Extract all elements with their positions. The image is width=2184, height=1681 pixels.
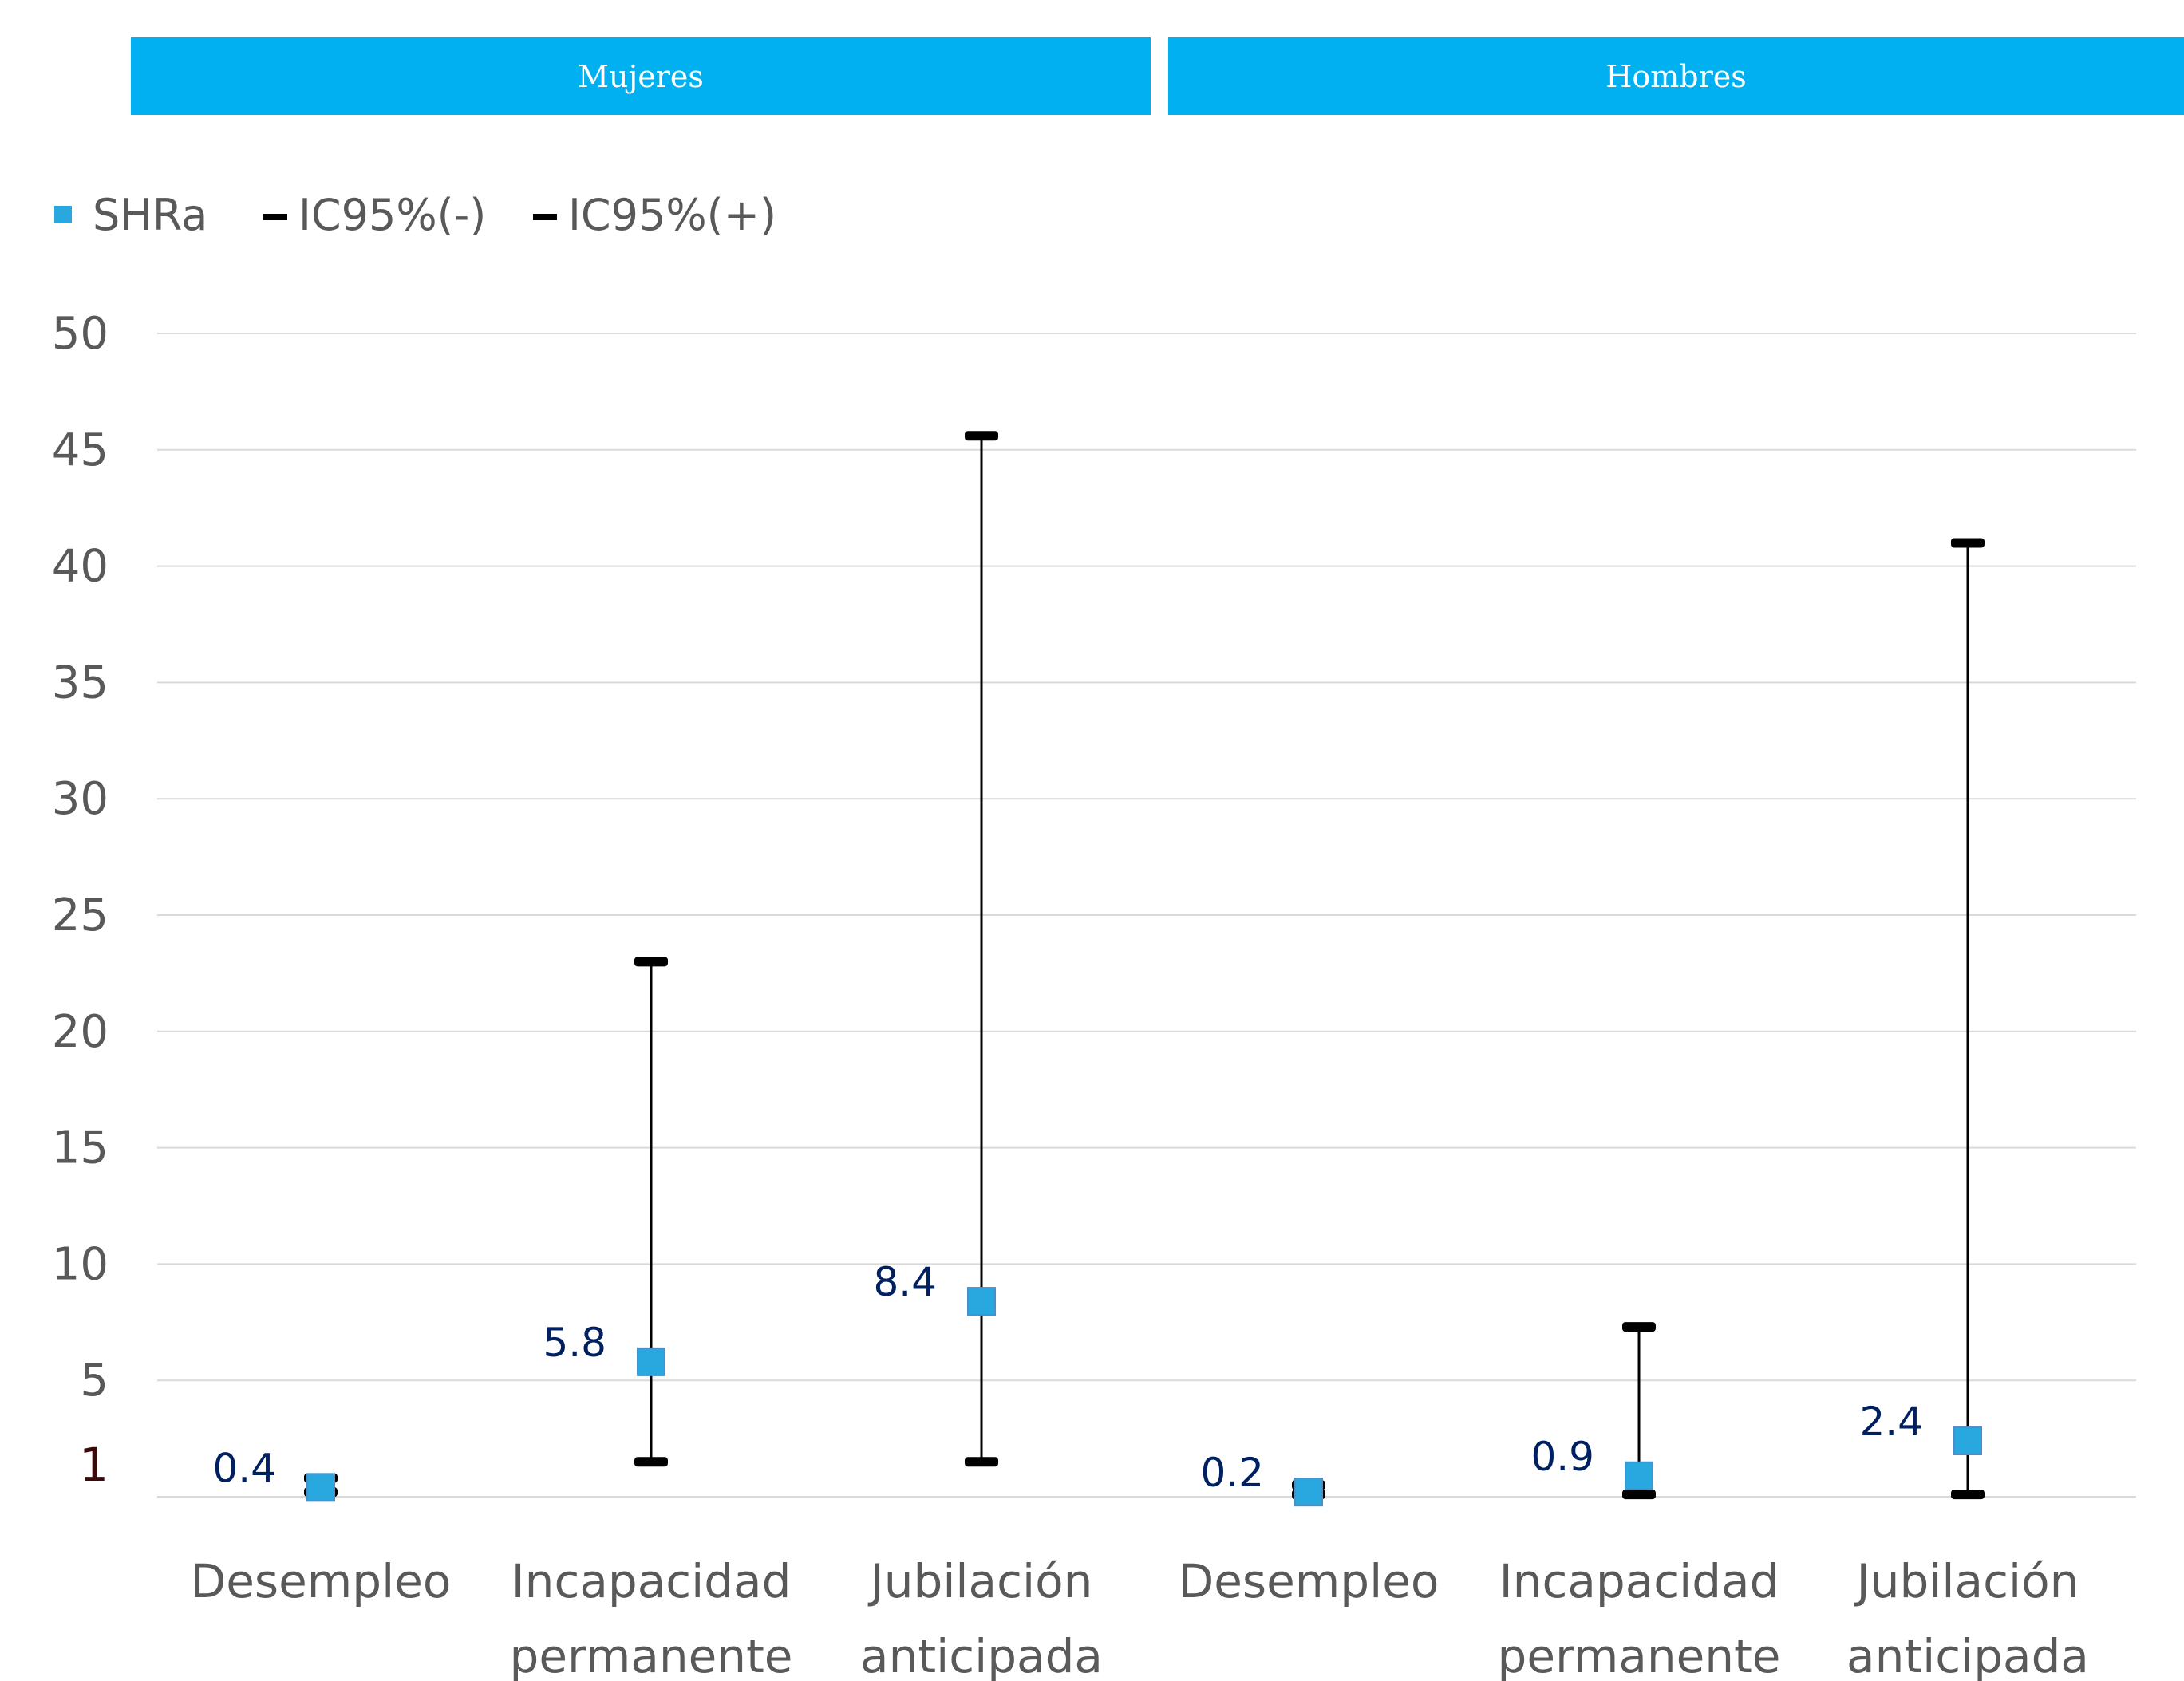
x-tick-label: Incapacidad permanente <box>510 1554 793 1681</box>
y-tick-label: 20 <box>52 1006 109 1058</box>
y-tick-label: 25 <box>52 890 109 941</box>
ci-lower-cap <box>1622 1490 1656 1500</box>
shrA-point <box>306 1473 335 1502</box>
y-tick-label: 5 <box>80 1355 109 1407</box>
ci-lower-cap <box>1951 1490 1985 1500</box>
y-tick-label: 15 <box>52 1123 109 1174</box>
shrA-point <box>967 1287 996 1316</box>
legend-marker-ci-upper <box>533 214 557 220</box>
legend-label-shrA: SHRa <box>93 190 207 240</box>
panel-header-men: Hombres <box>1168 37 2184 115</box>
shrA-data-label: 0.4 <box>212 1445 276 1491</box>
ci-lower-cap <box>634 1457 668 1467</box>
x-tick-label: Desempleo <box>191 1554 452 1608</box>
shrA-data-label: 0.9 <box>1530 1434 1594 1480</box>
x-tick-label: Incapacidad permanente <box>1498 1554 1781 1681</box>
y-tick-label-extra: 1 <box>79 1438 109 1492</box>
ci-lower-cap <box>965 1457 998 1467</box>
y-tick-label: 10 <box>52 1238 109 1290</box>
shrA-data-label: 8.4 <box>873 1259 937 1305</box>
legend: SHRa IC95%(-) IC95%(+) <box>54 190 776 240</box>
shrA-data-label: 2.4 <box>1859 1399 1923 1445</box>
y-tick-label: 30 <box>52 773 109 825</box>
x-tick-label: Desempleo <box>1179 1554 1440 1608</box>
ci-upper-cap <box>1951 538 1985 548</box>
legend-marker-shrA <box>54 206 72 223</box>
y-tick-label: 45 <box>52 424 109 476</box>
panel-header-women: Mujeres <box>131 37 1151 115</box>
shrA-point <box>1953 1426 1982 1456</box>
legend-label-ci-upper: IC95%(+) <box>568 190 776 240</box>
shrA-data-label: 5.8 <box>543 1320 606 1366</box>
y-tick-label: 40 <box>52 541 109 593</box>
x-axis: Desempleo Incapacidad permanente Jubilación… <box>191 1554 2089 1681</box>
x-tick-label: Jubilación anticipada <box>1846 1554 2089 1681</box>
legend-marker-ci-lower <box>263 214 287 220</box>
shrA-data-label: 0.2 <box>1200 1450 1264 1496</box>
gridlines <box>157 333 2136 1498</box>
ci-upper-cap <box>1622 1322 1656 1332</box>
legend-label-ci-lower: IC95%(-) <box>298 190 486 240</box>
y-tick-label: 35 <box>52 657 109 708</box>
y-axis: 50 45 40 35 30 25 20 15 10 5 1 <box>52 308 109 1492</box>
shrA-point <box>1294 1478 1323 1507</box>
ci-upper-cap <box>965 431 998 441</box>
plot-marks: 0.4 5.8 8.4 0.2 0.9 2.4 <box>212 431 1985 1507</box>
shrA-point <box>1625 1461 1653 1490</box>
ci-upper-cap <box>634 957 668 967</box>
x-tick-label: Jubilación anticipada <box>860 1554 1103 1681</box>
y-tick-label: 50 <box>52 308 109 360</box>
shrA-point <box>637 1347 665 1376</box>
